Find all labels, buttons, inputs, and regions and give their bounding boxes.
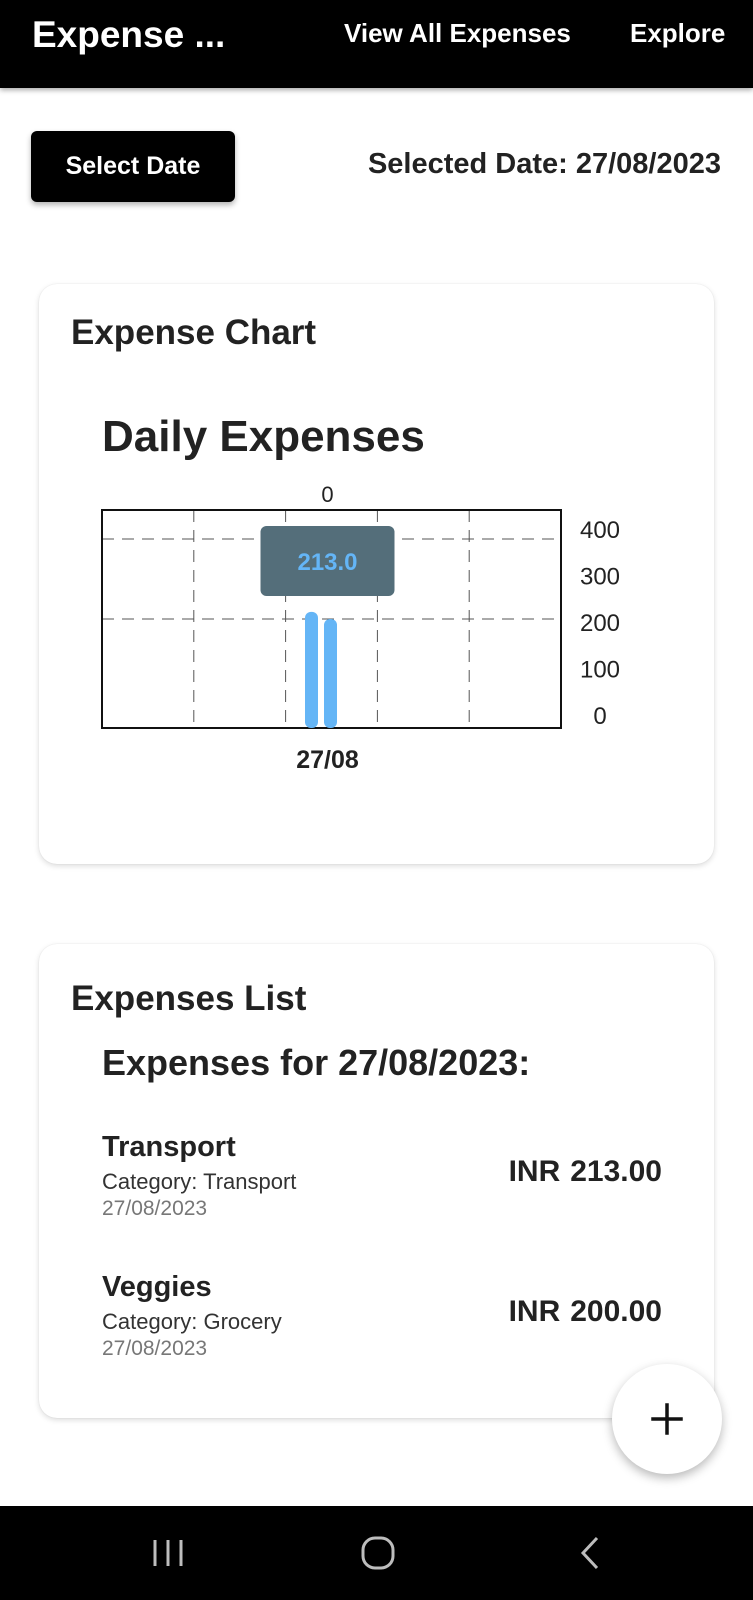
y-tick-label: 0 [593, 703, 606, 730]
y-tick-label: 100 [580, 657, 620, 684]
list-heading: Expenses for 27/08/2023: [102, 1042, 531, 1083]
expense-name: Transport [102, 1131, 236, 1163]
explore-button[interactable]: Explore [630, 18, 726, 48]
back-icon [580, 1536, 599, 1570]
plot-area [101, 509, 562, 729]
app-bar: Expense ... View All Expenses Explore [0, 0, 753, 88]
expense-category: Category: Transport [102, 1169, 297, 1194]
expense-item-veggies[interactable]: Veggies Category: Grocery 27/08/2023 INR… [102, 1271, 662, 1371]
tooltip-value: 213.0 [297, 549, 357, 576]
chart-bars [305, 611, 337, 728]
expense-amount: INR 200.00 [509, 1295, 662, 1329]
expense-name: Veggies [102, 1271, 212, 1303]
bar-1[interactable] [324, 619, 337, 728]
chart-tooltip: 213.0 [260, 526, 395, 596]
app-title: Expense ... [32, 14, 226, 55]
expense-value: 200.00 [570, 1295, 662, 1328]
y-tick-label: 200 [580, 610, 620, 637]
bar-0[interactable] [305, 611, 318, 728]
y-axis-ticks: 400 300 200 100 0 [580, 517, 620, 730]
select-date-button[interactable]: Select Date [31, 131, 235, 202]
top-axis-label: 0 [321, 482, 333, 507]
recent-apps-icon [153, 1540, 183, 1566]
y-tick-label: 400 [580, 517, 620, 544]
y-tick-label: 300 [580, 564, 620, 591]
expense-date: 27/08/2023 [102, 1337, 208, 1360]
plus-icon [651, 1403, 683, 1435]
expense-value: 213.00 [570, 1155, 662, 1188]
recent-apps-button[interactable] [118, 1506, 218, 1600]
view-all-expenses-button[interactable]: View All Expenses [344, 18, 571, 48]
daily-expenses-chart: 213.0 400 300 200 100 0 27/08 0 [101, 482, 620, 774]
system-navigation-bar [0, 1506, 753, 1600]
x-axis-labels: 27/08 [296, 746, 359, 774]
tooltip-box [260, 526, 395, 596]
chart-heading: Daily Expenses [102, 412, 425, 461]
x-tick-label: 27/08 [296, 746, 359, 774]
expenses-list-card: Expenses List Expenses for 27/08/2023: T… [39, 944, 714, 1418]
expense-item-transport[interactable]: Transport Category: Transport 27/08/2023… [102, 1131, 662, 1231]
expense-date: 27/08/2023 [102, 1197, 208, 1220]
list-card-title: Expenses List [71, 979, 307, 1018]
chart-card-title: Expense Chart [71, 313, 317, 352]
selected-date-label: Selected Date: 27/08/2023 [367, 148, 721, 180]
expense-currency: INR [508, 1155, 561, 1188]
expense-amount: INR 213.00 [509, 1155, 662, 1189]
expense-category: Category: Grocery [102, 1309, 282, 1334]
home-icon [361, 1536, 395, 1570]
expense-currency: INR [508, 1295, 561, 1328]
add-expense-button[interactable] [612, 1364, 722, 1474]
expense-chart-card: Expense Chart Daily Expenses 213.0 400 30… [39, 284, 714, 864]
back-button[interactable] [540, 1506, 640, 1600]
home-button[interactable] [328, 1506, 428, 1600]
